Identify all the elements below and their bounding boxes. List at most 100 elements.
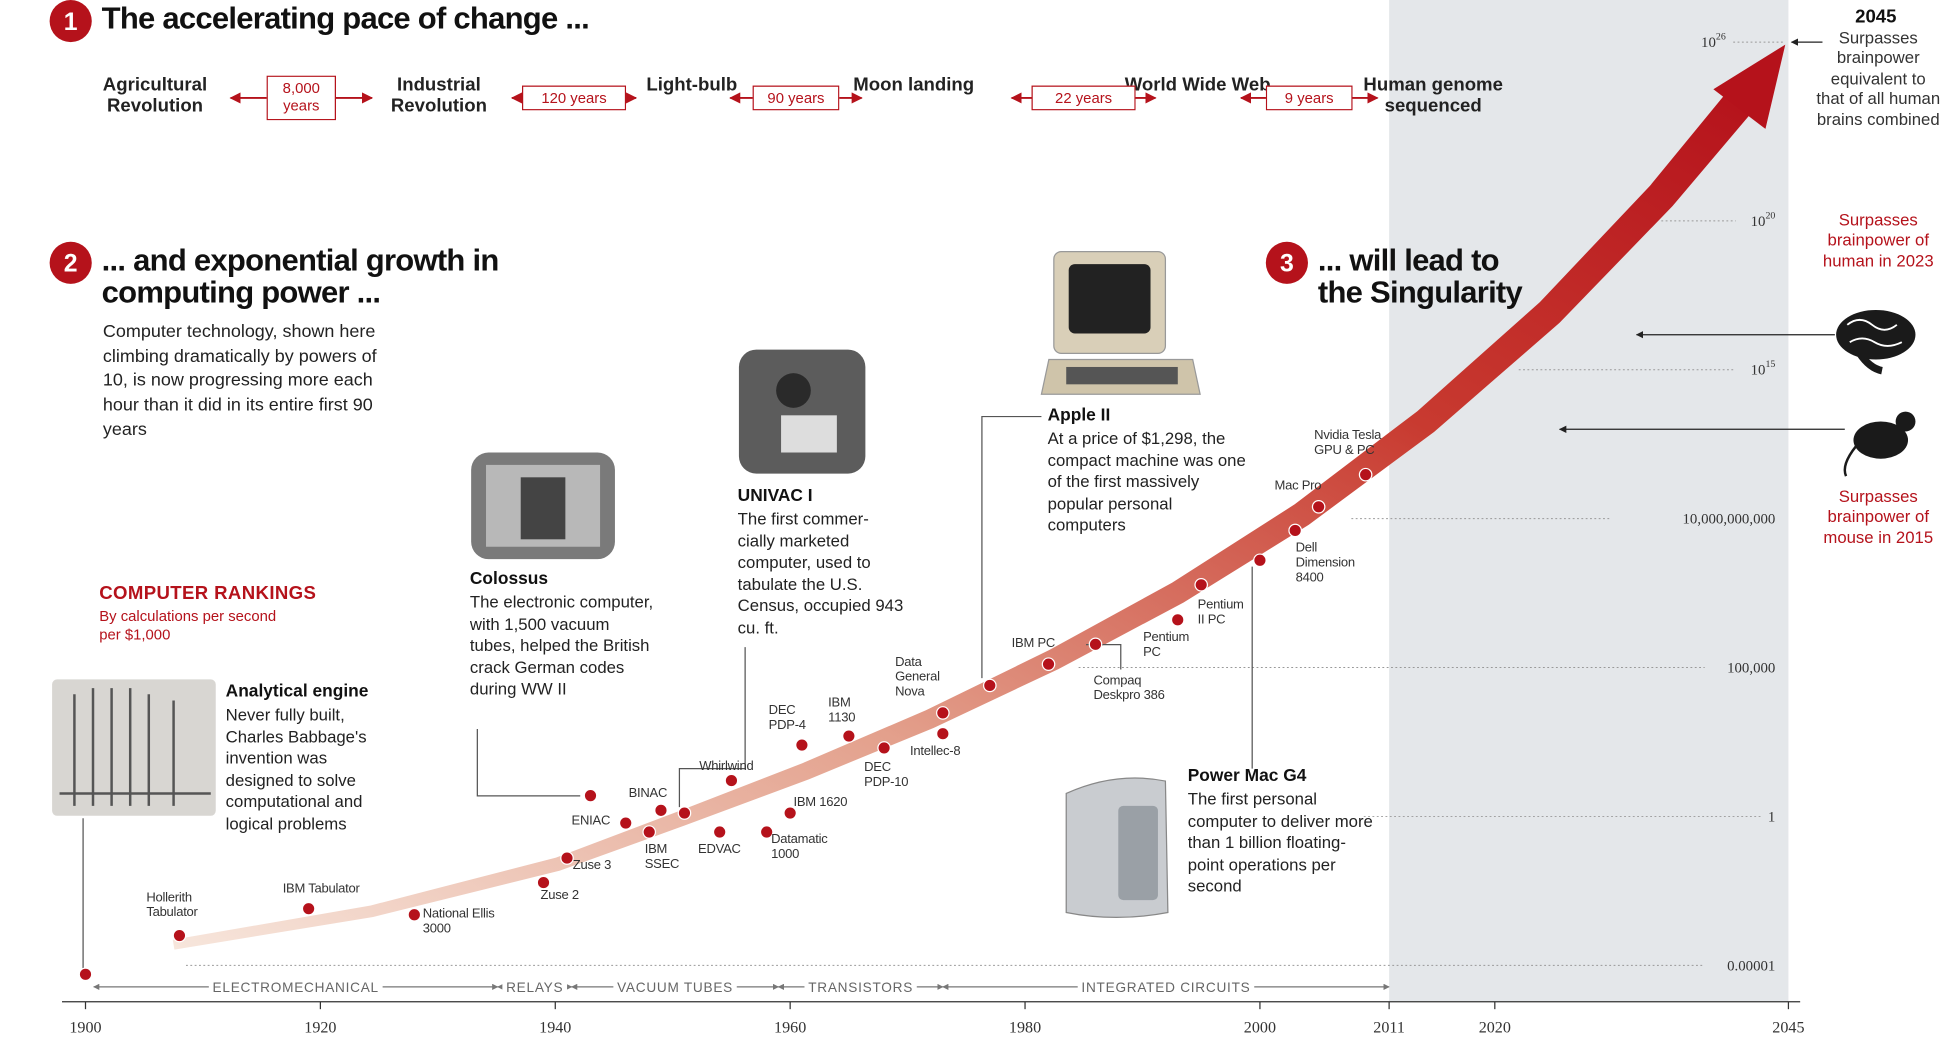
- point-label: Hollerith Tabulator: [146, 890, 198, 920]
- timeline-gap-box: 9 years: [1265, 85, 1353, 111]
- timeline-event-box: Agricultural Revolution: [102, 74, 208, 117]
- annotation-text: Never fully built, Charles Babbage's inv…: [225, 705, 367, 833]
- milestone-title: 2045: [1855, 6, 1897, 28]
- point-label: IBM 1130: [828, 695, 856, 726]
- section-badge: [1265, 241, 1308, 284]
- annotation-title: Apple II: [1047, 404, 1111, 424]
- timeline-gap: 120 years: [521, 85, 627, 111]
- section-text-box: Computer technology, shown here climbing…: [103, 322, 377, 440]
- point-label: Pentium PC: [1143, 629, 1190, 660]
- image-frame: [738, 349, 866, 474]
- section-badge: [49, 0, 92, 43]
- era-label: VACUUM TUBES: [617, 980, 733, 995]
- milestone-text: Surpasses brainpower equivalent to that …: [1816, 28, 1941, 129]
- point-label-box: IBM 1620: [793, 794, 848, 810]
- data-point: [936, 726, 950, 741]
- y-tick-label: 1026: [1701, 32, 1726, 51]
- point-label: Whirlwind: [699, 758, 754, 774]
- section-number: 3: [1280, 251, 1294, 278]
- timeline-event: Industrial Revolution: [390, 74, 487, 117]
- point-label-box: Nvidia Tesla GPU & PC: [1314, 428, 1381, 458]
- y-tick-label-text: 10: [1751, 214, 1766, 230]
- annotation-title-box: Analytical engine: [226, 681, 369, 701]
- y-tick-label: 0.00001: [1727, 958, 1775, 974]
- timeline-gap-box: 120 years: [521, 85, 627, 111]
- timeline-event-box: Moon landing: [853, 74, 974, 95]
- point-label-box: IBM 1130: [828, 695, 856, 726]
- image-keys: [1066, 366, 1178, 385]
- y-tick-label: 10,000,000,000: [1682, 512, 1775, 528]
- background-layer: [172, 0, 1789, 1002]
- timeline-event: World Wide Web: [1124, 74, 1271, 96]
- point-label-box: Compaq Deskpro 386: [1093, 673, 1164, 703]
- timeline-gap-box: 8,000 years: [266, 75, 336, 121]
- data-point: [172, 928, 187, 943]
- milestone-text-box: Surpasses brainpower of human in 2023: [1822, 210, 1934, 271]
- annotation-text: The first personal computer to deliver m…: [1187, 789, 1373, 896]
- analytical-engine-image: [52, 679, 216, 816]
- point-label-box: Pentium II PC: [1197, 597, 1244, 628]
- y-tick-label-text: 100,000: [1727, 660, 1775, 676]
- era-label-background: [208, 979, 383, 995]
- data-point: [1194, 577, 1209, 592]
- data-point: [1311, 499, 1326, 514]
- annotation-text: The electronic computer, with 1,500 vacu…: [469, 592, 654, 699]
- section-title-box: The accelerating pace of change ...: [101, 2, 590, 36]
- point-label: Pentium II PC: [1197, 597, 1244, 628]
- mouse-head: [1895, 411, 1916, 432]
- point-label-box: IBM Tabulator: [282, 881, 360, 897]
- annotation-text: At a price of $1,298, the compact machin…: [1047, 428, 1246, 535]
- point-label-box: IBM PC: [1012, 636, 1056, 651]
- timeline-gap: 8,000 years: [266, 75, 336, 121]
- point-label: Zuse 2: [540, 887, 580, 903]
- y-tick-label-text: 10: [1701, 35, 1716, 51]
- timeline-event-box: Human genome sequenced: [1363, 74, 1502, 116]
- data-point: [982, 678, 997, 693]
- y-tick-label-exponent: 26: [1716, 32, 1726, 43]
- mouse-icon: [1843, 411, 1916, 477]
- era-label-background: [804, 979, 917, 995]
- data-point: [1288, 523, 1302, 538]
- era-label: RELAYS: [506, 980, 563, 995]
- data-point: [618, 816, 633, 830]
- timeline-event-box: World Wide Web: [1124, 74, 1271, 96]
- section-badge: [49, 241, 92, 284]
- milestone-text: Surpasses brainpower of human in 2023: [1822, 210, 1934, 271]
- data-point: [78, 967, 93, 982]
- data-point: [583, 788, 598, 803]
- point-label-box: National Ellis 3000: [422, 906, 495, 937]
- annotation-text-box: At a price of $1,298, the compact machin…: [1047, 428, 1246, 535]
- era-label-background: [1077, 979, 1255, 995]
- section-number: 2: [64, 251, 78, 278]
- data-point: [407, 907, 422, 922]
- data-point: [642, 825, 657, 839]
- data-point: [1088, 637, 1103, 652]
- point-label: Mac Pro: [1274, 478, 1322, 494]
- timeline-event: Agricultural Revolution: [102, 74, 208, 117]
- point-label: IBM 1620: [793, 794, 848, 810]
- annotation-title: Power Mac G4: [1187, 764, 1307, 785]
- era-label: INTEGRATED CIRCUITS: [1081, 980, 1250, 995]
- point-label: National Ellis 3000: [422, 906, 495, 937]
- data-point: [783, 806, 797, 820]
- point-label: Data General Nova: [895, 654, 940, 700]
- x-tick-label: 2020: [1479, 1020, 1511, 1037]
- x-tick-label: 2011: [1373, 1020, 1405, 1037]
- point-label: DEC PDP-4: [768, 702, 806, 733]
- point-label-box: Intellec-8: [910, 744, 961, 759]
- y-tick-label: 1015: [1751, 359, 1776, 378]
- point-label-box: ENIAC: [572, 813, 611, 828]
- x-tick-label: 2045: [1772, 1020, 1804, 1037]
- section-title: The accelerating pace of change ...: [101, 2, 590, 36]
- y-tick-label-text: 10: [1751, 363, 1766, 379]
- x-tick-label: 1940: [539, 1020, 571, 1037]
- chart-subtitle-box: By calculations per second per $1,000: [99, 607, 276, 643]
- leader-line: [678, 647, 746, 808]
- annotation-title: Colossus: [469, 567, 549, 588]
- apple-ii-image: [1040, 251, 1201, 395]
- y-tick-label: 1: [1768, 809, 1775, 825]
- power-mac-image: [1065, 777, 1169, 919]
- annotation-text-box: Never fully built, Charles Babbage's inv…: [225, 705, 367, 833]
- point-label: IBM Tabulator: [282, 881, 360, 897]
